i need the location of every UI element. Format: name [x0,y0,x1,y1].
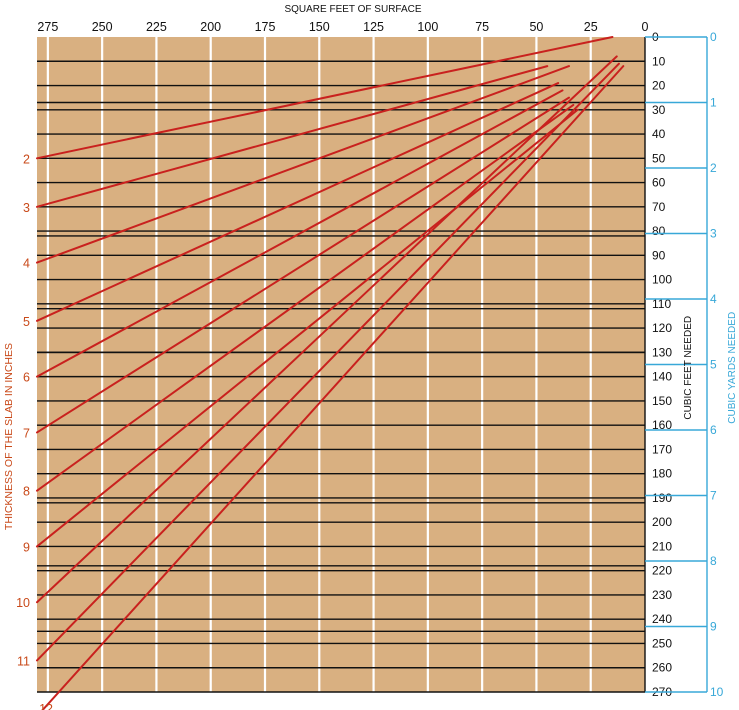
cubic-feet-tick-label: 200 [652,515,672,529]
thickness-line-8 [36,103,575,492]
cubic-yards-tick-label: 10 [710,685,724,699]
thickness-lines [36,36,625,710]
x-tick-label: 50 [529,20,543,34]
cubic-feet-tick-label: 250 [652,636,672,650]
cubic-yards-tick-label: 4 [710,292,717,306]
cubic-feet-tick-label: 230 [652,588,672,602]
thickness-line-9 [36,108,579,548]
cubic-feet-tick-label: 120 [652,321,672,335]
thickness-line-2 [36,36,614,160]
cubic-feet-tick-label: 130 [652,345,672,359]
cubic-feet-tick-label: 160 [652,418,672,432]
cubic-yards-axis-title: CUBIC YARDS NEEDED [727,312,738,424]
cubic-feet-axis-title: CUBIC FEET NEEDED [683,316,694,420]
x-tick-label: 0 [642,20,649,34]
thickness-tick-label: 9 [23,540,30,554]
thickness-tick-label: 8 [23,485,30,499]
cubic-feet-tick-label: 80 [652,224,666,238]
x-tick-label: 200 [200,20,221,34]
cubic-yards-tick-label: 3 [710,227,717,241]
thickness-line-7 [36,96,570,434]
cubic-yards-tick-label: 6 [710,423,717,437]
cubic-feet-tick-label: 70 [652,200,666,214]
cubic-feet-tick-label: 30 [652,103,666,117]
x-tick-label: 100 [417,20,438,34]
cubic-feet-tick-label: 20 [652,79,666,93]
cubic-feet-tick-label: 50 [652,151,666,165]
cubic-feet-tick-label: 90 [652,248,666,262]
cubic-yards-tick-label: 2 [710,161,717,175]
cubic-feet-tick-label: 110 [652,297,671,311]
thickness-line-11 [36,62,620,662]
thickness-tick-label: 2 [23,152,30,166]
thickness-line-5 [36,82,560,322]
cubic-yards-tick-label: 7 [710,489,717,503]
vertical-grid [46,37,592,692]
x-tick-label: 250 [92,20,113,34]
thickness-line-10 [36,55,618,604]
thickness-line-4 [36,65,570,264]
cubic-feet-tick-label: 10 [652,54,666,68]
cubic-feet-tick-label: 100 [652,273,672,287]
x-axis-title: SQUARE FEET OF SURFACE [284,4,421,15]
x-tick-label: 275 [37,20,58,34]
cubic-feet-tick-label: 40 [652,127,666,141]
thickness-line-12 [41,65,625,710]
thickness-tick-label: 12 [39,702,53,710]
thickness-tick-label: 11 [17,654,30,668]
horizontal-grid [37,60,645,693]
x-tick-label: 75 [475,20,489,34]
left-axis-title: THICKNESS OF THE SLAB IN INCHES [3,343,15,530]
cubic-yards-tick-label: 5 [710,358,717,372]
cubic-feet-tick-label: 180 [652,467,672,481]
cubic-yards-tick-label: 1 [710,96,717,110]
cubic-feet-tick-label: 220 [652,564,672,578]
x-tick-label: 150 [309,20,330,34]
cubic-feet-tick-label: 150 [652,394,672,408]
left-axis: 2 3 4 5 6 7 8 9 10 11 12 [16,152,53,710]
cubic-feet-tick-label: 140 [652,370,672,384]
x-tick-label: 225 [146,20,167,34]
cubic-yards-tick-label: 8 [710,554,717,568]
x-axis: 275 250 225 200 175 150 125 100 75 50 25 0 [37,20,648,34]
cubic-feet-tick-label: 190 [652,491,672,505]
x-tick-label: 125 [363,20,384,34]
cubic-feet-tick-label: 260 [652,661,672,675]
cubic-feet-tick-label: 60 [652,176,666,190]
thickness-tick-label: 3 [23,201,30,215]
cubic-feet-tick-label: 240 [652,612,672,626]
plot-background [37,37,645,692]
cubic-yards-tick-label: 9 [710,620,717,634]
thickness-tick-label: 7 [23,426,30,440]
thickness-line-3 [36,65,549,208]
thickness-tick-label: 10 [16,596,30,610]
thickness-tick-label: 5 [23,315,30,329]
x-tick-label: 25 [584,20,598,34]
cubic-feet-tick-label: 210 [652,539,672,553]
cubic-yards-tick-label: 0 [710,30,717,44]
x-tick-label: 175 [255,20,276,34]
thickness-tick-label: 4 [23,257,30,271]
thickness-tick-label: 6 [23,371,30,385]
right-axes: 0102030405060708090100110120130140150160… [644,30,724,699]
thickness-line-6 [36,89,564,378]
cubic-feet-tick-label: 170 [652,442,672,456]
